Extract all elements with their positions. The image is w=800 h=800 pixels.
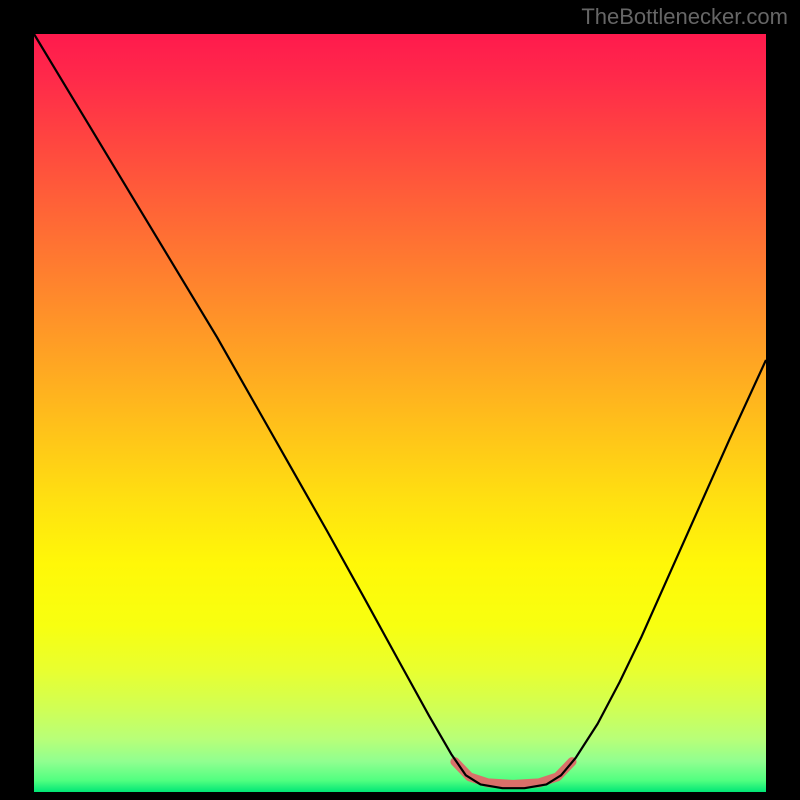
bottleneck-chart (0, 0, 800, 800)
chart-plot-bg (34, 34, 766, 792)
watermark-text: TheBottlenecker.com (581, 4, 788, 30)
chart-container: TheBottlenecker.com (0, 0, 800, 800)
